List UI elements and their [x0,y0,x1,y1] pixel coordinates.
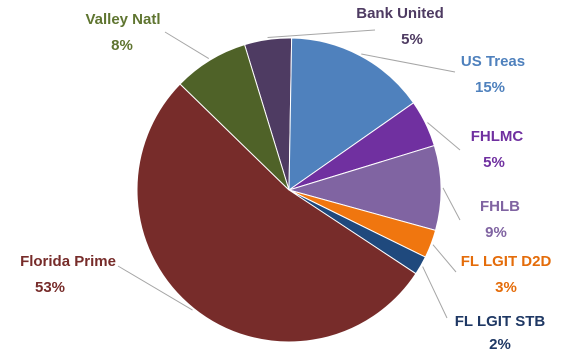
leader-line-fl-lgit-d2d [432,244,457,273]
leader-line-fhlb [442,187,461,221]
slice-value-fl-lgit-stb: 2% [489,336,511,353]
slice-label-fl-lgit-d2d: FL LGIT D2D [461,253,552,270]
leader-line-fl-lgit-stb [422,266,448,319]
leader-line-us-treas [361,53,456,73]
slice-label-valley-natl: Valley Natl [85,11,160,28]
slice-label-fl-lgit-stb: FL LGIT STB [455,313,546,330]
leader-line-bank-united [267,29,376,38]
leader-line-valley-natl [164,31,210,59]
slice-value-bank-united: 5% [401,31,423,48]
slice-value-florida-prime: 53% [35,279,65,296]
slice-label-fhlmc: FHLMC [471,128,524,145]
slice-label-florida-prime: Florida Prime [20,253,116,270]
slice-value-fhlmc: 5% [483,154,505,171]
slice-label-fhlb: FHLB [480,198,520,215]
pie-slice-fhlb [287,144,442,231]
pie-slice-valley-natl [179,44,290,191]
leader-line-florida-prime [117,265,193,311]
leader-line-fhlmc [427,122,461,151]
slice-value-valley-natl: 8% [111,37,133,54]
slice-value-us-treas: 15% [475,79,505,96]
slice-value-fl-lgit-d2d: 3% [495,279,517,296]
slice-label-bank-united: Bank United [356,5,444,22]
pie-slice-us-treas [288,37,415,191]
slice-value-fhlb: 9% [485,224,507,241]
slice-label-us-treas: US Treas [461,53,525,70]
pie-slice-florida-prime [136,83,417,343]
